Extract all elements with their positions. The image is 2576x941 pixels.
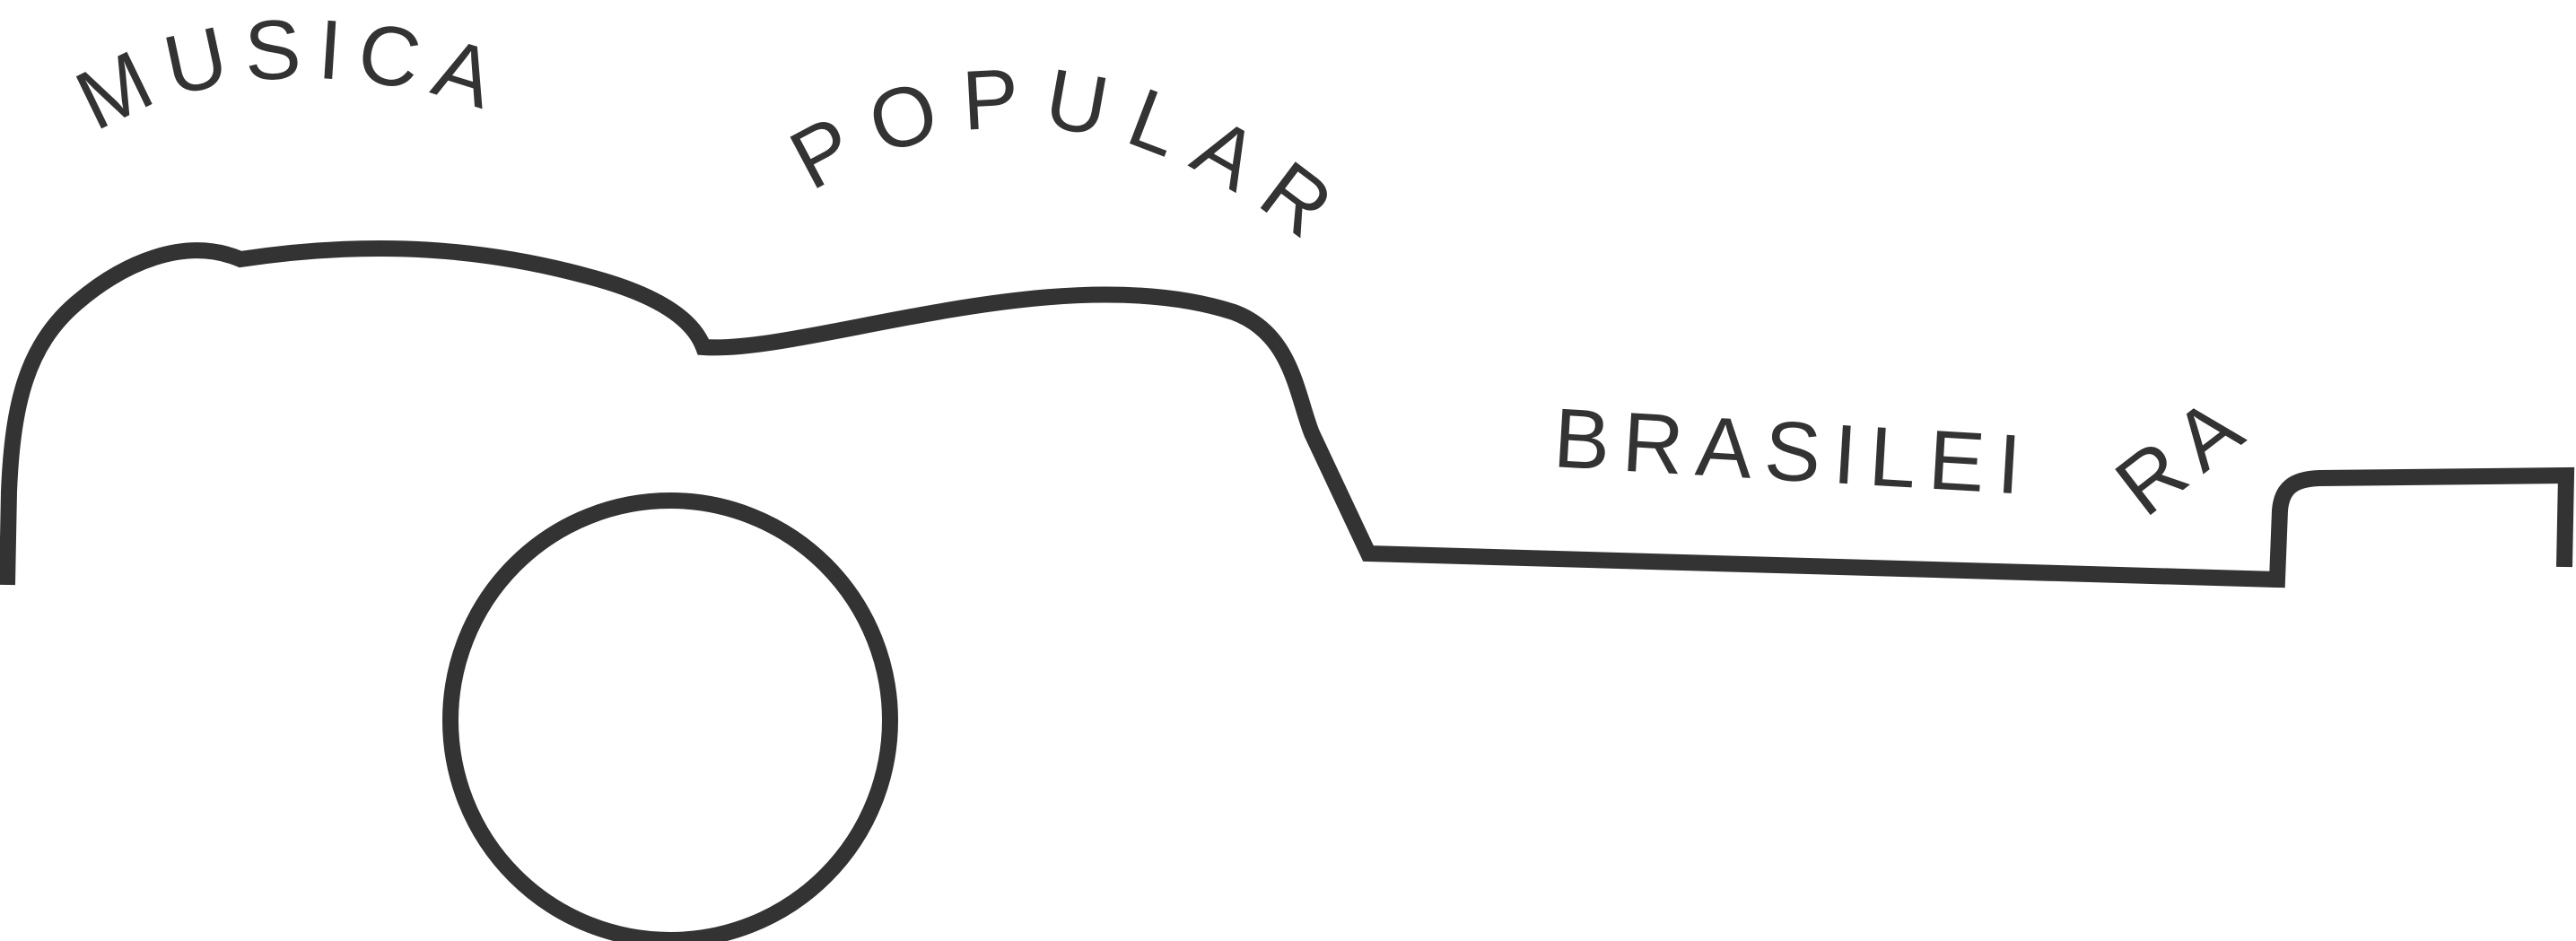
logo-text-ra: RA bbox=[2099, 372, 2269, 534]
logo-text-brasilei: BRASILEI bbox=[1551, 390, 2036, 512]
logo-text-musica: MUSICA bbox=[62, 1, 519, 148]
logo-text-brasileira: BRASILEI RA bbox=[1551, 372, 2269, 534]
guitar-sound-hole-icon bbox=[442, 492, 898, 941]
logo-text-popular: POPULAR bbox=[775, 49, 1367, 267]
guitar-body-outline-icon bbox=[0, 240, 2575, 588]
